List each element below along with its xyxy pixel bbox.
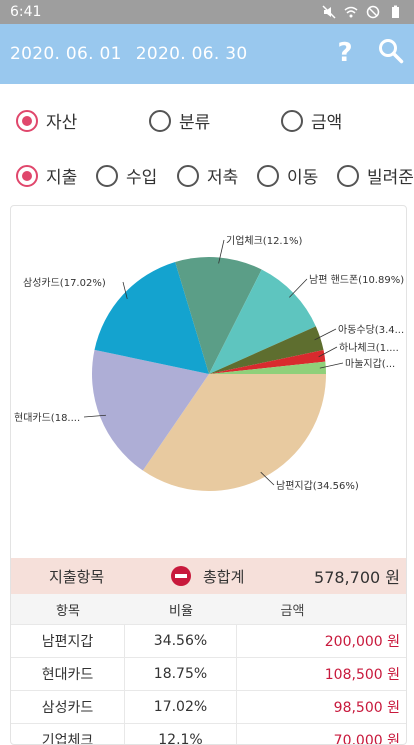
row-amount: 70,000 원 [333, 733, 400, 745]
radio-button[interactable] [16, 109, 38, 132]
radio-label: 저축 [207, 168, 239, 188]
table-header: 항목 비율 금액 [11, 594, 406, 624]
radio-label: 금액 [311, 113, 343, 133]
radio-label: 빌려준 [367, 168, 414, 188]
date-range[interactable]: 2020. 06. 01 2020. 06. 30 [10, 44, 248, 64]
pie-slice[interactable] [209, 350, 326, 374]
leader-line [314, 328, 337, 341]
total-label: 총합계 [203, 567, 245, 586]
radio-lent[interactable]: 빌려준 [337, 163, 414, 188]
radio-asset[interactable]: 자산 [16, 108, 77, 133]
leader-line [122, 281, 128, 300]
wifi-icon [344, 5, 358, 19]
slice-label: 남편 핸드폰(10.89%) [309, 274, 404, 286]
leader-line [260, 471, 275, 486]
dnd-icon [366, 5, 380, 19]
slice-label: 남편지갑(34.56%) [276, 480, 359, 492]
app-bar: 2020. 06. 01 2020. 06. 30 ? [0, 24, 414, 84]
report-card: 남편지갑(34.56%) 현대카드(18.... 삼성카드(17.02%) 기업체크(… [10, 205, 407, 745]
radio-transfer[interactable]: 이동 [257, 163, 318, 188]
header-amount: 금액 [280, 603, 305, 619]
status-time: 6:41 [10, 4, 42, 20]
radio-income[interactable]: 수입 [96, 163, 157, 188]
table-row[interactable]: 현대카드 18.75% 108,500 원 [11, 657, 406, 690]
radio-expense[interactable]: 지출 [16, 163, 77, 188]
table-row[interactable]: 삼성카드 17.02% 98,500 원 [11, 690, 406, 723]
row-ratio: 34.56% [125, 625, 237, 657]
leader-line [218, 239, 225, 264]
radio-label: 수입 [126, 168, 158, 188]
pie-slice[interactable] [175, 257, 262, 374]
radio-button[interactable] [257, 164, 279, 187]
row-ratio: 12.1% [125, 724, 237, 744]
remove-icon[interactable] [171, 566, 191, 586]
radio-label: 자산 [46, 113, 78, 133]
row-amount: 200,000 원 [324, 634, 400, 650]
row-item: 삼성카드 [11, 691, 125, 723]
row-ratio: 17.02% [125, 691, 237, 723]
header-ratio: 비율 [169, 603, 193, 619]
pie-slice[interactable] [209, 361, 326, 374]
search-icon[interactable] [378, 38, 404, 68]
status-icons [322, 5, 402, 19]
radio-label: 지출 [46, 168, 78, 188]
leader-line [289, 278, 308, 298]
table-row[interactable]: 기업체크 12.1% 70,000 원 [11, 723, 406, 745]
radio-category[interactable]: 분류 [149, 108, 210, 133]
pie-slice[interactable] [92, 349, 209, 471]
slice-label: 삼성카드(17.02%) [23, 277, 106, 289]
summary-bar: 지출항목 총합계 578,700 원 [11, 558, 406, 594]
mute-icon [322, 5, 336, 19]
header-item: 항목 [56, 603, 80, 619]
radio-button[interactable] [149, 109, 171, 132]
radio-label: 이동 [287, 168, 319, 188]
help-icon[interactable]: ? [337, 38, 353, 68]
status-bar: 6:41 [0, 0, 414, 24]
leader-line [319, 362, 344, 369]
row-amount: 108,500 원 [324, 667, 400, 683]
slice-label: 기업체크(12.1%) [226, 234, 302, 247]
start-date[interactable]: 2020. 06. 01 [10, 44, 122, 64]
row-amount: 98,500 원 [333, 700, 400, 716]
radio-button[interactable] [177, 164, 199, 187]
table-row[interactable]: 남편지갑 34.56% 200,000 원 [11, 624, 406, 657]
row-item: 현대카드 [11, 658, 125, 690]
slice-label: 마눌지갑(... [345, 358, 395, 370]
radio-label: 분류 [179, 113, 211, 133]
pie-chart: 남편지갑(34.56%) 현대카드(18.... 삼성카드(17.02%) 기업체크(… [14, 234, 404, 492]
pie-slice[interactable] [142, 374, 326, 491]
total-value: 578,700 원 [314, 568, 400, 587]
pie-slice[interactable] [94, 262, 209, 374]
slice-label: 하나체크(1.... [339, 341, 399, 354]
end-date[interactable]: 2020. 06. 30 [135, 44, 248, 64]
radio-saving[interactable]: 저축 [177, 163, 238, 188]
leader-line [318, 346, 338, 358]
battery-icon [388, 5, 402, 19]
summary-label: 지출항목 [49, 567, 105, 586]
row-ratio: 18.75% [125, 658, 237, 690]
row-item: 기업체크 [11, 724, 125, 744]
radio-button[interactable] [281, 109, 303, 132]
pie-slice[interactable] [209, 326, 324, 374]
row-item: 남편지갑 [11, 625, 125, 657]
radio-button[interactable] [16, 164, 38, 187]
slice-label: 현대카드(18.... [14, 412, 80, 424]
leader-line [83, 414, 106, 418]
radio-button[interactable] [96, 164, 118, 187]
radio-amount[interactable]: 금액 [281, 108, 342, 133]
radio-button[interactable] [337, 164, 359, 187]
slice-label: 아동수당(3.4... [338, 324, 404, 336]
pie-slice[interactable] [209, 269, 316, 374]
